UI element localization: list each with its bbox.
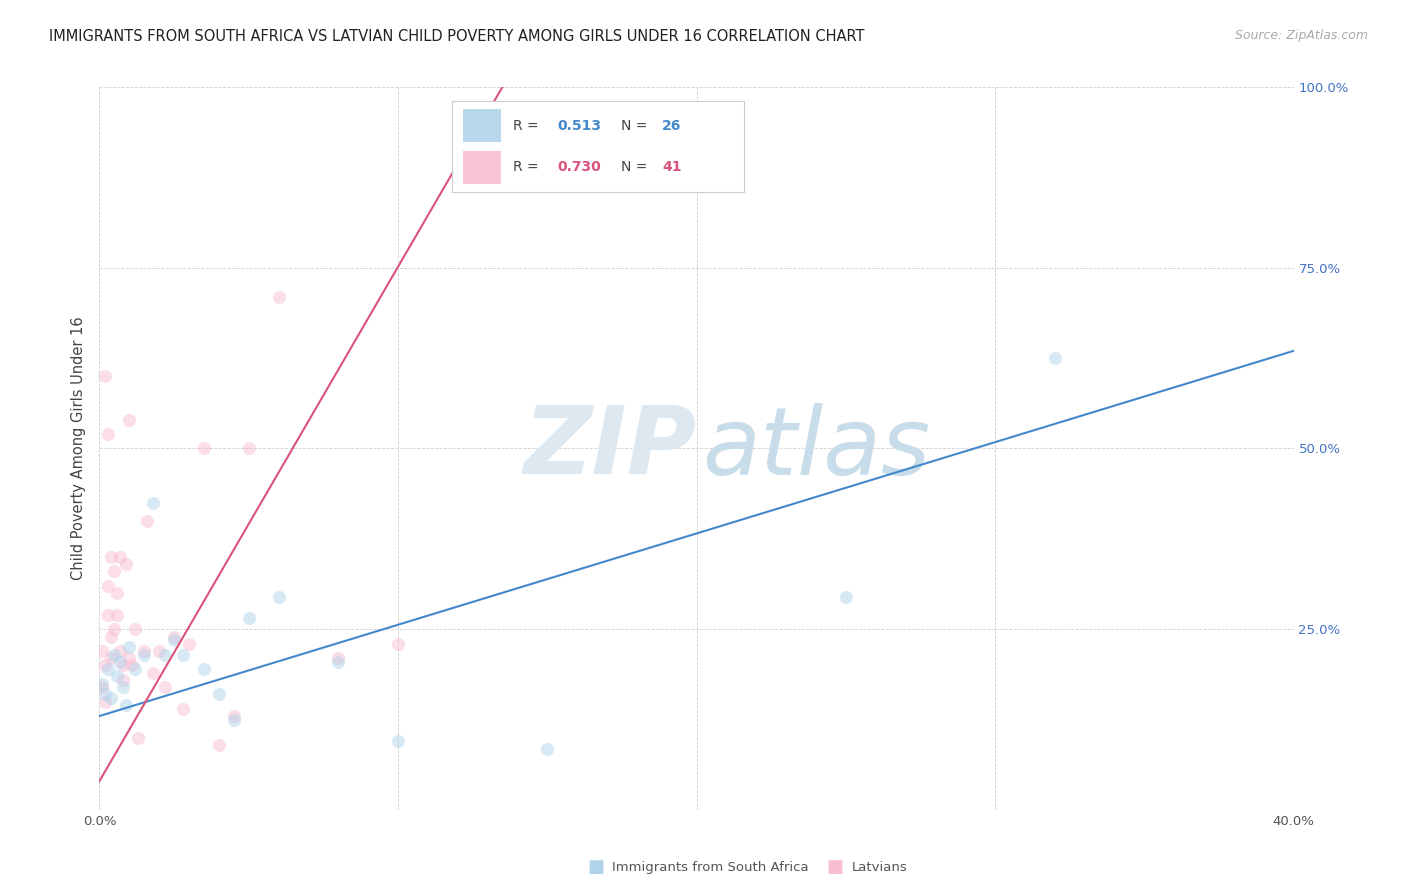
Point bbox=[387, 637, 409, 651]
Point bbox=[115, 698, 138, 713]
Point bbox=[94, 695, 117, 709]
Point bbox=[328, 651, 350, 665]
Text: IMMIGRANTS FROM SOUTH AFRICA VS LATVIAN CHILD POVERTY AMONG GIRLS UNDER 16 CORRE: IMMIGRANTS FROM SOUTH AFRICA VS LATVIAN … bbox=[49, 29, 865, 44]
Point bbox=[97, 662, 120, 676]
Point bbox=[153, 680, 176, 694]
Text: ZIP: ZIP bbox=[523, 402, 696, 494]
Point bbox=[124, 622, 146, 636]
Point bbox=[115, 558, 138, 572]
Point bbox=[124, 662, 146, 676]
Point bbox=[1043, 351, 1066, 365]
Text: ■: ■ bbox=[588, 858, 605, 876]
Text: Latvians: Latvians bbox=[852, 861, 908, 873]
Point bbox=[118, 640, 141, 655]
Point bbox=[94, 658, 117, 673]
Point bbox=[118, 651, 141, 665]
Point bbox=[536, 741, 558, 756]
Point bbox=[105, 607, 128, 622]
Point bbox=[127, 731, 149, 745]
Point bbox=[267, 290, 290, 304]
Point bbox=[136, 514, 159, 528]
Point bbox=[142, 665, 165, 680]
Text: atlas: atlas bbox=[703, 403, 931, 494]
Point bbox=[91, 644, 114, 658]
Point bbox=[118, 412, 141, 426]
Point bbox=[134, 648, 156, 662]
Point bbox=[103, 565, 125, 579]
Point bbox=[105, 669, 128, 683]
Point bbox=[112, 658, 135, 673]
Point bbox=[387, 734, 409, 748]
Text: Source: ZipAtlas.com: Source: ZipAtlas.com bbox=[1234, 29, 1368, 42]
Point bbox=[222, 709, 245, 723]
Point bbox=[103, 648, 125, 662]
Point bbox=[238, 611, 260, 625]
Point bbox=[447, 116, 470, 130]
Point bbox=[110, 655, 132, 669]
Point bbox=[142, 496, 165, 510]
Point bbox=[91, 676, 114, 690]
Point bbox=[328, 655, 350, 669]
Point bbox=[105, 586, 128, 600]
Point bbox=[100, 651, 122, 665]
Point bbox=[91, 680, 114, 694]
Point bbox=[100, 549, 122, 564]
Point bbox=[163, 630, 186, 644]
Point bbox=[222, 713, 245, 727]
Point bbox=[94, 687, 117, 701]
Text: Immigrants from South Africa: Immigrants from South Africa bbox=[612, 861, 808, 873]
Point bbox=[97, 427, 120, 442]
Point bbox=[193, 442, 215, 456]
Point bbox=[112, 673, 135, 687]
Point bbox=[208, 687, 231, 701]
Point bbox=[97, 579, 120, 593]
Point bbox=[193, 662, 215, 676]
Point bbox=[100, 630, 122, 644]
Point bbox=[153, 648, 176, 662]
Point bbox=[208, 738, 231, 752]
Y-axis label: Child Poverty Among Girls Under 16: Child Poverty Among Girls Under 16 bbox=[72, 317, 86, 581]
Point bbox=[110, 549, 132, 564]
Point bbox=[148, 644, 170, 658]
Point bbox=[163, 633, 186, 648]
Point bbox=[97, 607, 120, 622]
Point bbox=[121, 658, 143, 673]
Point bbox=[177, 637, 200, 651]
Point bbox=[172, 648, 194, 662]
Text: ■: ■ bbox=[827, 858, 844, 876]
Point bbox=[835, 590, 858, 604]
Point bbox=[238, 442, 260, 456]
Point bbox=[100, 690, 122, 705]
Point bbox=[112, 680, 135, 694]
Point bbox=[172, 702, 194, 716]
Point bbox=[134, 644, 156, 658]
Point bbox=[267, 590, 290, 604]
Point bbox=[94, 369, 117, 384]
Point bbox=[103, 622, 125, 636]
Point bbox=[110, 644, 132, 658]
